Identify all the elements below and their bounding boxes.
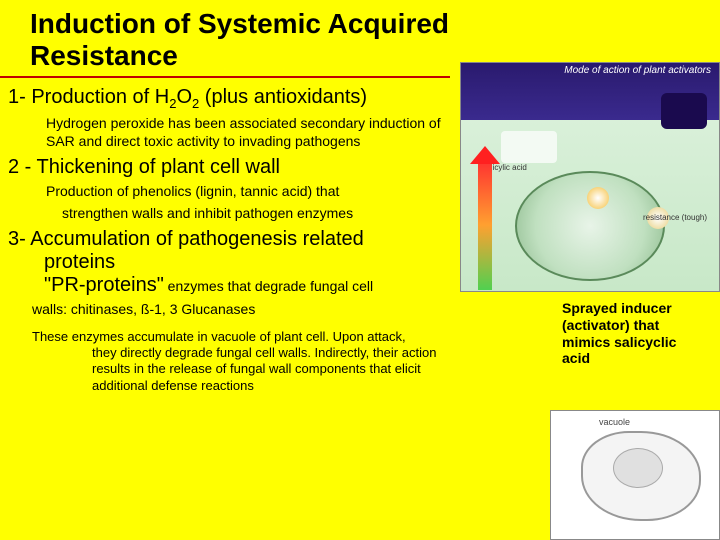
item3-line3-small: enzymes that degrade fungal cell: [164, 278, 373, 294]
item1-post: (plus antioxidants): [199, 86, 367, 108]
molecule-icon-2: [501, 131, 557, 163]
content-column: 1- Production of H2O2 (plus antioxidants…: [0, 86, 460, 394]
bottom-line2: they directly degrade fungal cell walls.…: [32, 345, 438, 394]
bottom-paragraph: These enzymes accumulate in vacuole of p…: [8, 329, 438, 394]
item1-mid: O: [176, 86, 192, 108]
molecule-icon-1: [661, 93, 707, 129]
item3-line3-pre: "PR-proteins": [8, 274, 164, 296]
item3-line1: 3- Accumulation of pathogenesis related: [8, 228, 364, 250]
gradient-arrow-head-icon: [470, 146, 500, 164]
slide-title: Induction of Systemic Acquired Resistanc…: [0, 8, 450, 78]
figure-bottom: vacuole: [550, 410, 720, 540]
cell-dot-1-icon: [587, 187, 609, 209]
item1-desc: Hydrogen peroxide has been associated se…: [8, 115, 460, 150]
figure-top: Mode of action of plant activators Salic…: [460, 62, 720, 292]
figure-top-header: Mode of action of plant activators: [564, 65, 711, 76]
item2-desc1: Production of phenolics (lignin, tannic …: [8, 183, 460, 201]
vacuole-icon: [613, 448, 663, 488]
gradient-arrow-body-icon: [478, 160, 492, 290]
cell-outline-icon: [581, 431, 701, 521]
caption-right: Sprayed inducer (activator) that mimics …: [562, 300, 702, 367]
bottom-line1: These enzymes accumulate in vacuole of p…: [32, 329, 406, 344]
figure-bottom-label: vacuole: [599, 417, 630, 427]
item2-heading: 2 - Thickening of plant cell wall: [8, 156, 460, 179]
item2-desc2: strengthen walls and inhibit pathogen en…: [8, 205, 460, 223]
item1-heading: 1- Production of H2O2 (plus antioxidants…: [8, 86, 460, 111]
item3-line2: proteins: [8, 251, 115, 273]
slide-root: Induction of Systemic Acquired Resistanc…: [0, 0, 720, 540]
item1-pre: 1- Production of H: [8, 86, 169, 108]
figure-top-label2: resistance (tough): [643, 213, 707, 222]
cell-shape-icon: [515, 171, 665, 281]
item3-heading: 3- Accumulation of pathogenesis related …: [8, 228, 460, 297]
item3-walls: walls: chitinases, ß-1, 3 Glucanases: [8, 301, 460, 319]
